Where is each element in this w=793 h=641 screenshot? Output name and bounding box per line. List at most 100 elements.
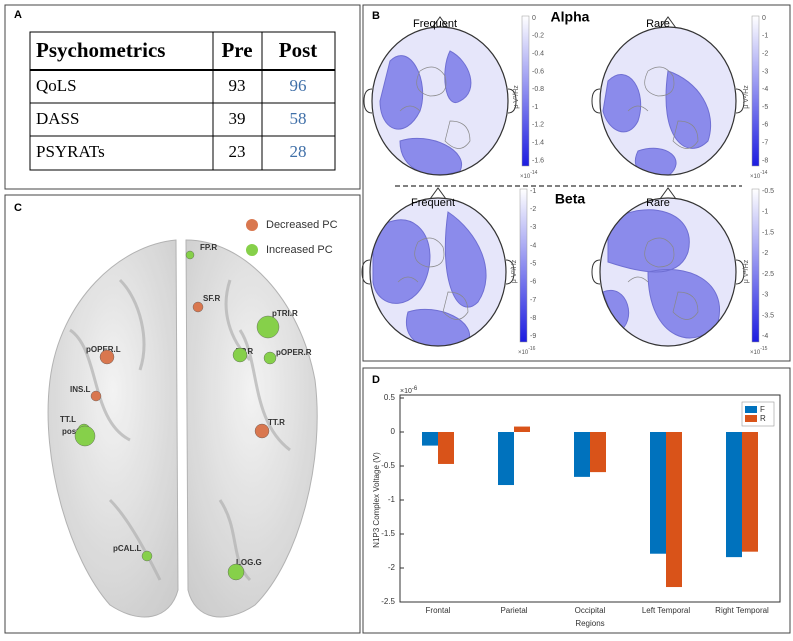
node-label: pOPER.L	[86, 345, 121, 354]
bar	[742, 432, 758, 552]
colorbar-tick-label: -1	[762, 209, 768, 216]
band-title: Alpha	[551, 9, 590, 25]
band-title: Beta	[555, 191, 586, 207]
panel-frame	[362, 367, 791, 634]
colorbar-scale: ×10-14	[750, 170, 768, 179]
bar	[590, 432, 606, 473]
colorbar-unit: μ V²/Hz	[743, 85, 750, 109]
bar	[514, 426, 530, 432]
panel-frame	[4, 4, 361, 190]
axes-frame	[399, 394, 781, 603]
brain-node	[232, 347, 248, 363]
x-tick-label: Occipital	[575, 606, 606, 615]
colorbar-tick-label: -5	[762, 104, 768, 111]
panel-label: C	[14, 202, 22, 214]
topomap	[591, 187, 745, 347]
topomap	[363, 16, 517, 176]
colorbar-tick-label: -9	[530, 333, 536, 340]
nose	[429, 187, 447, 200]
head-outline	[371, 26, 509, 176]
bar	[422, 432, 438, 446]
head-outline	[599, 197, 737, 347]
colorbar-tick-label: 0	[532, 15, 536, 22]
scale-base: ×10	[518, 350, 529, 356]
scale-exponent: -14	[760, 170, 767, 176]
legend-swatch	[745, 406, 757, 413]
x-tick-label: Frontal	[426, 606, 451, 615]
nose	[659, 16, 677, 29]
colorbar-scale: ×10-15	[750, 346, 768, 355]
brain-node	[256, 315, 280, 339]
legend-marker	[246, 219, 258, 231]
table-cell: 58	[290, 109, 307, 128]
panel-label: B	[372, 10, 380, 22]
ear	[505, 259, 515, 285]
bar	[438, 432, 454, 464]
y-tick-label: -1	[388, 495, 396, 504]
colorbar-tick-label: -0.6	[532, 68, 544, 75]
colorbar-tick-label: -3.5	[762, 312, 774, 319]
ear	[735, 259, 745, 285]
brain-node	[254, 423, 270, 439]
y-tick-label: -1.5	[381, 529, 395, 538]
x-tick-label: Right Temporal	[715, 606, 769, 615]
table-cell: 96	[290, 76, 307, 95]
condition-label: Rare	[646, 18, 670, 30]
table-header: Psychometrics	[36, 38, 165, 62]
colorbar-scale: ×10-14	[520, 170, 538, 179]
colorbar-tick-label: -5	[530, 261, 536, 268]
brain-node	[141, 550, 153, 562]
table-cell: QoLS	[36, 76, 77, 95]
nose	[431, 16, 449, 29]
y-tick-label: -0.5	[381, 461, 395, 470]
ear	[591, 259, 601, 285]
x-tick-label: Left Temporal	[642, 606, 691, 615]
scale-exponent: -14	[530, 170, 537, 176]
node-label: pOPER.R	[276, 348, 312, 357]
condition-label: Frequent	[413, 18, 457, 30]
legend-swatch	[745, 415, 757, 422]
scale-base: ×10	[750, 174, 761, 180]
contour-lines	[627, 237, 699, 320]
scale-exponent: -15	[760, 346, 767, 352]
colorbar-tick-label: -1	[530, 188, 536, 195]
colorbar-tick-label: -7	[530, 297, 536, 304]
brain-node	[263, 351, 277, 365]
brain-node	[227, 563, 245, 581]
y-scale-exponent: -6	[412, 386, 418, 392]
colorbar-tick-label: -3	[530, 224, 536, 231]
legend-box	[741, 401, 775, 427]
y-axis-label: N1P3 Complex Voltage (V)	[372, 452, 381, 548]
table-cell: PSYRATs	[36, 142, 105, 161]
brain-node	[90, 390, 102, 402]
colorbar-tick-label: -1.2	[532, 122, 544, 129]
condition-label: Frequent	[411, 197, 455, 209]
table-cell: 93	[229, 76, 246, 95]
contour-lines	[399, 66, 471, 149]
colorbar-tick-label: -8	[530, 315, 536, 322]
y-scale-base: ×10	[400, 388, 412, 395]
scale-base: ×10	[520, 174, 531, 180]
node-label: SF.R	[203, 294, 221, 303]
table-cell: 28	[290, 142, 307, 161]
colorbar-tick-label: -8	[762, 157, 768, 164]
panel-frame	[4, 194, 361, 634]
bar	[650, 432, 666, 554]
ear	[735, 88, 745, 114]
nose	[659, 187, 677, 200]
colorbar-tick-label: -4	[762, 333, 768, 340]
y-tick-label: -2	[388, 563, 396, 572]
colorbar-tick-label: -7	[762, 140, 768, 147]
colorbar	[751, 188, 760, 343]
panel-label: A	[14, 9, 22, 21]
colorbar-tick-label: -3	[762, 292, 768, 299]
colorbar-tick-label: -2	[762, 50, 768, 57]
colorbar-tick-label: -2.5	[762, 271, 774, 278]
legend-label: R	[760, 414, 766, 423]
bar	[498, 432, 514, 486]
y-tick-label: -2.5	[381, 597, 395, 606]
colorbar-tick-label: -1.4	[532, 140, 544, 147]
node-label: pCAL.L	[113, 544, 142, 553]
colorbar-scale: ×10-16	[518, 346, 536, 355]
colorbar-tick-label: -6	[530, 279, 536, 286]
